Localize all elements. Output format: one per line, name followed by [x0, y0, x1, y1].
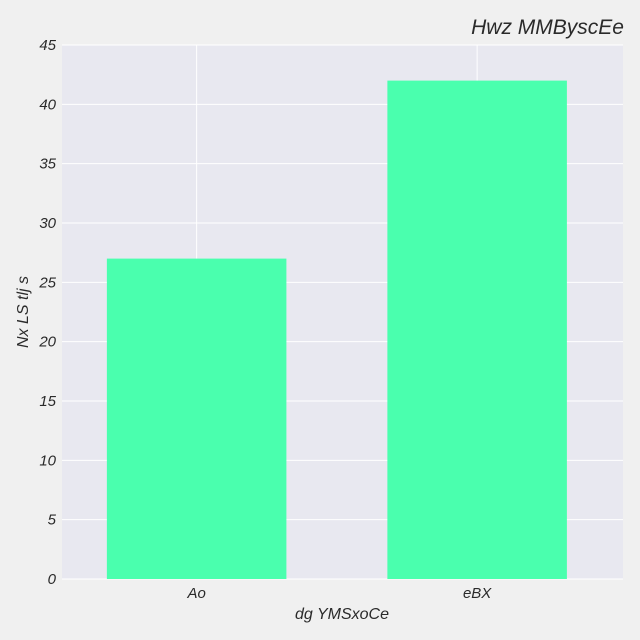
bar-ebx: [387, 80, 567, 579]
x-axis-label: dg YMSxoCe: [295, 606, 389, 623]
bar-ao: [106, 258, 287, 579]
y-tick-label: 20: [38, 334, 56, 351]
y-tick-label: 25: [38, 274, 56, 291]
y-tick-label: 15: [39, 393, 56, 410]
bars: [106, 80, 567, 579]
y-tick-label: 10: [39, 452, 56, 469]
chart-title: Hwz MMByscEe: [471, 16, 624, 39]
y-tick-label: 5: [48, 512, 57, 529]
y-tick-label: 35: [39, 156, 56, 173]
y-axis-ticks: 0 5 10 15 20 25 30 35 40 45: [38, 37, 56, 588]
x-axis-ticks: Ao eBX: [186, 585, 492, 602]
y-tick-label: 0: [48, 571, 57, 588]
y-tick-label: 40: [39, 96, 56, 113]
y-tick-label: 30: [39, 215, 56, 232]
x-tick-label: Ao: [186, 585, 205, 602]
y-tick-label: 45: [39, 37, 56, 54]
x-tick-label: eBX: [463, 585, 492, 602]
y-axis-label: Nx LS tlj s: [15, 276, 32, 348]
